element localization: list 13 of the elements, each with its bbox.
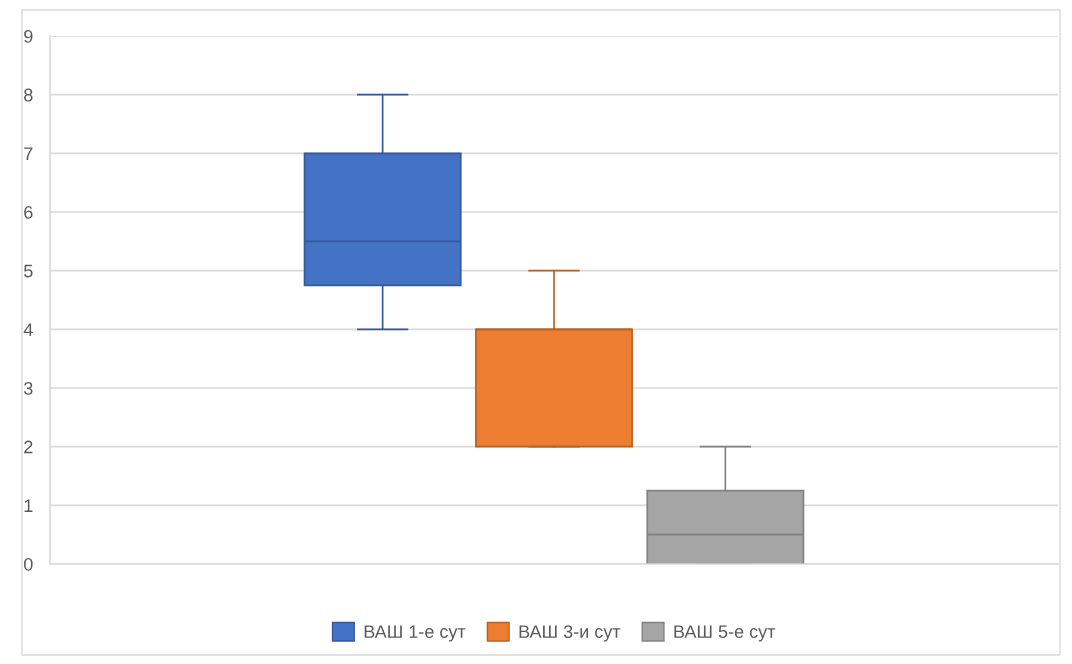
y-tick-label: 1 (24, 499, 33, 512)
y-tick-label: 4 (23, 323, 33, 336)
y-tick-label: 8 (24, 88, 33, 102)
legend-label: ВАШ 1-е сут (364, 625, 466, 642)
legend-label: ВАШ 5-е сут (674, 625, 776, 642)
y-tick-label: 6 (24, 205, 33, 219)
y-tick-label: 2 (24, 440, 33, 454)
y-tick-label: 7 (24, 147, 33, 160)
y-tick-label: 9 (24, 29, 33, 43)
legend-label: ВАШ 3-и сут (519, 625, 621, 642)
y-tick-label: 5 (24, 264, 33, 278)
y-tick-label: 3 (23, 381, 33, 395)
y-tick-label: 0 (24, 557, 33, 571)
